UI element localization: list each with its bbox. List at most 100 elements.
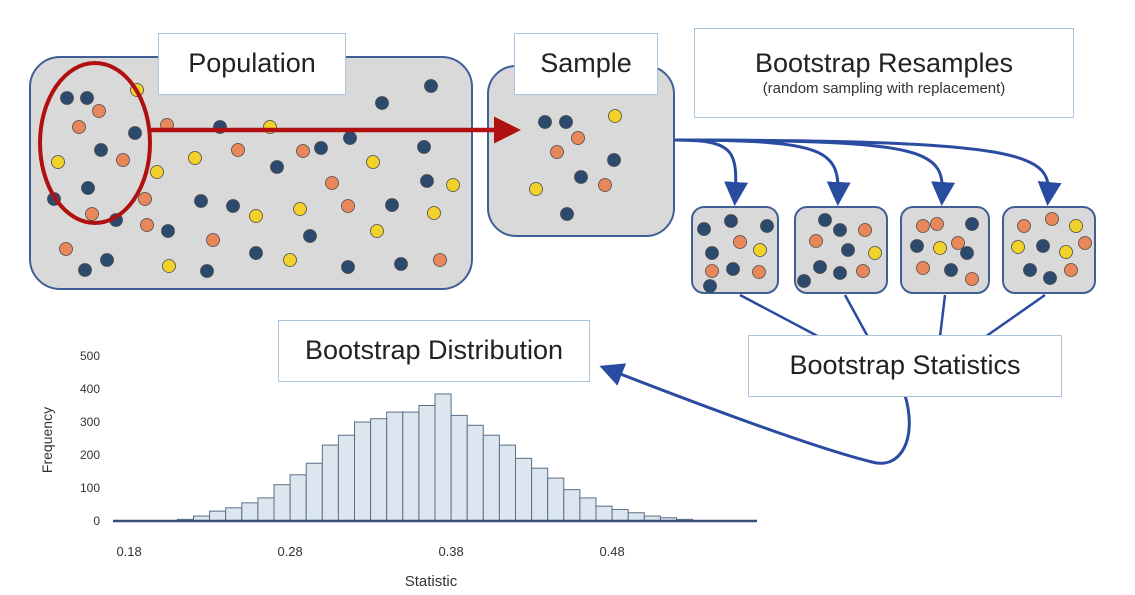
resamples-title: Bootstrap Resamples bbox=[754, 47, 1014, 78]
dot bbox=[343, 131, 357, 145]
histogram-bar bbox=[289, 474, 307, 522]
histogram-bar bbox=[370, 418, 388, 522]
y-tick-label: 500 bbox=[80, 349, 100, 363]
dot bbox=[303, 229, 317, 243]
dot bbox=[1017, 219, 1031, 233]
histogram-bar bbox=[321, 444, 339, 522]
dot bbox=[375, 96, 389, 110]
dot bbox=[1069, 219, 1083, 233]
dot bbox=[116, 153, 130, 167]
dot bbox=[559, 115, 573, 129]
dot bbox=[933, 241, 947, 255]
dot bbox=[1059, 245, 1073, 259]
sample-label-box: Sample bbox=[514, 33, 658, 95]
resamples-label-box: Bootstrap Resamples (random sampling wit… bbox=[694, 28, 1074, 118]
dot bbox=[249, 209, 263, 223]
x-tick-label: 0.48 bbox=[599, 544, 624, 559]
dot bbox=[314, 141, 328, 155]
dot bbox=[80, 91, 94, 105]
dot bbox=[951, 236, 965, 250]
dot bbox=[206, 233, 220, 247]
r3-dots bbox=[910, 217, 979, 286]
dot bbox=[598, 178, 612, 192]
resamples-subtitle: (random sampling with replacement) bbox=[762, 80, 1006, 98]
dot bbox=[85, 207, 99, 221]
dot bbox=[446, 178, 460, 192]
statistics-to-distribution-arrow bbox=[599, 363, 911, 465]
dot bbox=[833, 223, 847, 237]
histogram-bar bbox=[563, 489, 581, 522]
histogram-bars bbox=[176, 393, 694, 522]
r1-dots bbox=[697, 214, 774, 293]
dot bbox=[760, 219, 774, 233]
dot bbox=[910, 239, 924, 253]
dot bbox=[1045, 212, 1059, 226]
dot bbox=[916, 261, 930, 275]
distribution-label-box: Bootstrap Distribution bbox=[278, 320, 590, 382]
x-axis-title: Statistic bbox=[405, 573, 458, 590]
dot bbox=[366, 155, 380, 169]
dot bbox=[965, 272, 979, 286]
x-tick-label: 0.28 bbox=[277, 544, 302, 559]
dot bbox=[341, 199, 355, 213]
dot bbox=[100, 253, 114, 267]
dot bbox=[703, 279, 717, 293]
dot bbox=[550, 145, 564, 159]
r4-dots bbox=[1011, 212, 1092, 285]
dot bbox=[608, 109, 622, 123]
dot bbox=[370, 224, 384, 238]
dot bbox=[293, 202, 307, 216]
dot bbox=[753, 243, 767, 257]
histogram-bar bbox=[354, 421, 372, 522]
dot bbox=[705, 264, 719, 278]
histogram-bar bbox=[386, 411, 404, 522]
dot bbox=[424, 79, 438, 93]
dot bbox=[325, 176, 339, 190]
dot bbox=[1078, 236, 1092, 250]
histogram-bar bbox=[579, 497, 597, 522]
x-tick-label: 0.18 bbox=[116, 544, 141, 559]
dot bbox=[571, 131, 585, 145]
histogram-bar bbox=[257, 497, 275, 522]
histogram-bar bbox=[466, 424, 484, 522]
dot bbox=[226, 199, 240, 213]
dot bbox=[81, 181, 95, 195]
dot bbox=[930, 217, 944, 231]
dot bbox=[868, 246, 882, 260]
population-label-box: Population bbox=[158, 33, 346, 95]
y-tick-label: 300 bbox=[80, 415, 100, 429]
dot bbox=[1064, 263, 1078, 277]
population-label: Population bbox=[188, 48, 316, 79]
dot bbox=[858, 223, 872, 237]
dot bbox=[841, 243, 855, 257]
histogram-bar bbox=[595, 505, 613, 522]
histogram-bar bbox=[498, 444, 516, 522]
dot bbox=[752, 265, 766, 279]
dot bbox=[283, 253, 297, 267]
dot bbox=[433, 253, 447, 267]
dot bbox=[724, 214, 738, 228]
statistics-label-box: Bootstrap Statistics bbox=[748, 335, 1062, 397]
dot bbox=[231, 143, 245, 157]
histogram-bar bbox=[418, 405, 436, 522]
dot bbox=[538, 115, 552, 129]
dot bbox=[51, 155, 65, 169]
dot bbox=[1043, 271, 1057, 285]
histogram-bar bbox=[402, 411, 420, 522]
histogram-bar bbox=[515, 457, 533, 522]
dot bbox=[394, 257, 408, 271]
dot bbox=[697, 222, 711, 236]
dot bbox=[59, 242, 73, 256]
dot bbox=[150, 165, 164, 179]
dot bbox=[249, 246, 263, 260]
dot bbox=[94, 143, 108, 157]
dot bbox=[560, 207, 574, 221]
dot bbox=[194, 194, 208, 208]
dot bbox=[72, 120, 86, 134]
histogram-bar bbox=[547, 477, 565, 522]
dot bbox=[138, 192, 152, 206]
sample-selection-ellipse bbox=[38, 61, 152, 225]
histogram-bar bbox=[337, 434, 355, 522]
y-tick-label: 100 bbox=[80, 481, 100, 495]
histogram-bar bbox=[482, 434, 500, 522]
